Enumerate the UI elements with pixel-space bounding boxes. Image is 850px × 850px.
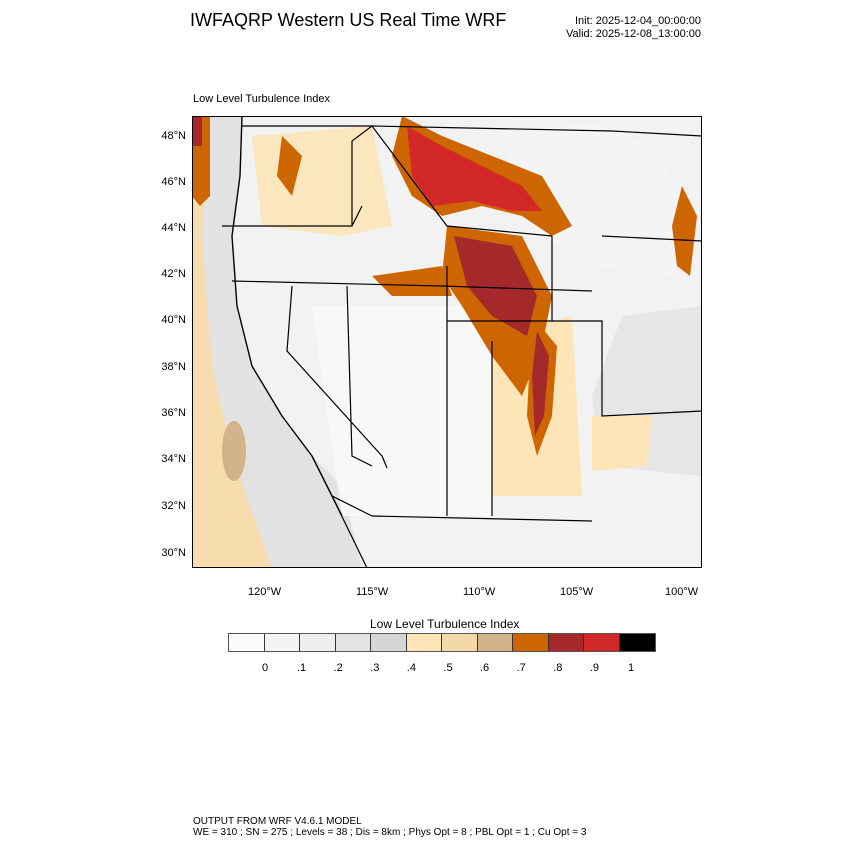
colorbar-swatch <box>477 634 513 651</box>
lat-label: 46°N <box>161 176 186 188</box>
colorbar-swatch <box>264 634 300 651</box>
lon-label: 115°W <box>356 586 389 598</box>
colorbar-swatch <box>371 634 407 651</box>
colorbar-swatch <box>406 634 442 651</box>
colorbar-swatch <box>229 634 265 651</box>
colorbar-swatch <box>442 634 478 651</box>
colorbar-label: .9 <box>589 662 599 674</box>
colorbar-label: .8 <box>553 662 563 674</box>
model-options: WE = 310 ; SN = 275 ; Levels = 38 ; Dis … <box>193 827 587 838</box>
lat-label: 34°N <box>161 453 186 465</box>
colorbar-label: .1 <box>297 662 307 674</box>
lat-label: 30°N <box>161 547 186 559</box>
colorbar-swatch <box>584 634 620 651</box>
colorbar-label: .7 <box>516 662 526 674</box>
lon-label: 100°W <box>665 586 699 598</box>
colorbar-label: .2 <box>333 662 343 674</box>
colorbar-swatch <box>548 634 584 651</box>
colorbar-label: .4 <box>406 662 416 674</box>
lat-label: 48°N <box>161 130 186 142</box>
colorbar-swatch <box>513 634 549 651</box>
lat-label: 44°N <box>161 222 186 234</box>
map-frame <box>192 116 702 568</box>
lat-label: 40°N <box>161 314 186 326</box>
colorbar-swatch <box>619 634 655 651</box>
offshore-brown <box>222 421 246 481</box>
offshore-tan <box>192 116 272 568</box>
model-info: OUTPUT FROM WRF V4.6.1 MODEL <box>193 816 362 827</box>
colorbar-title: Low Level Turbulence Index <box>370 617 520 631</box>
colorbar-swatch <box>335 634 371 651</box>
init-time: Init: 2025-12-04_00:00:00 <box>575 15 701 27</box>
field-title: Low Level Turbulence Index <box>193 93 330 105</box>
lon-label: 110°W <box>463 586 496 598</box>
lat-label: 38°N <box>161 361 186 373</box>
colorbar-label: .6 <box>480 662 490 674</box>
colorbar-label: 1 <box>627 662 635 674</box>
lon-label: 120°W <box>248 586 282 598</box>
lat-label: 36°N <box>161 407 186 419</box>
state-borders <box>222 125 702 568</box>
lat-label: 32°N <box>161 500 186 512</box>
lon-label: 105°W <box>560 586 594 598</box>
valid-time: Valid: 2025-12-08_13:00:00 <box>566 28 701 40</box>
turbulence-map <box>192 116 702 568</box>
plot-title: IWFAQRP Western US Real Time WRF <box>190 10 507 30</box>
colorbar <box>228 633 656 652</box>
coastline <box>231 116 343 517</box>
colorbar-label: 0 <box>261 662 269 674</box>
colorbar-swatch <box>300 634 336 651</box>
lat-label: 42°N <box>161 268 186 280</box>
colorbar-label: .3 <box>370 662 380 674</box>
colorbar-label: .5 <box>443 662 453 674</box>
